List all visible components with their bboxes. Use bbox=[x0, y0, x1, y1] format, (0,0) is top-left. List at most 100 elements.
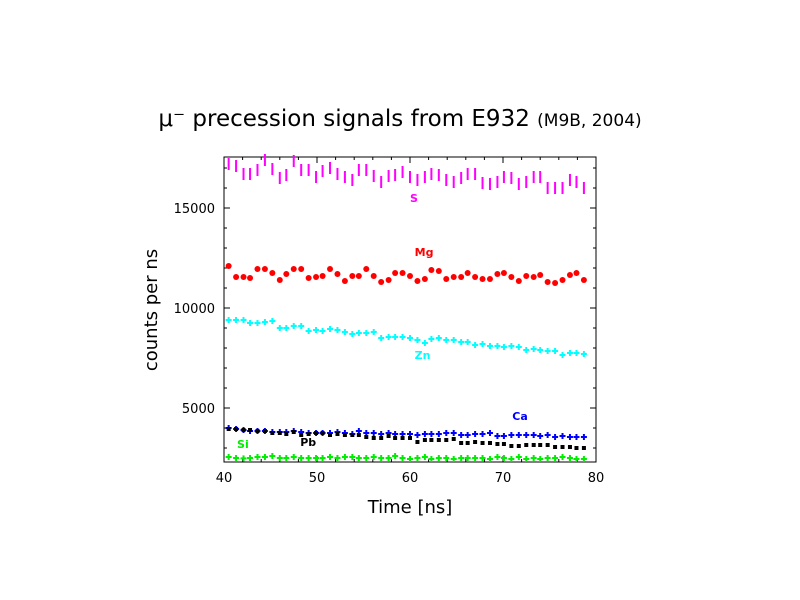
data-point bbox=[580, 277, 587, 283]
data-point bbox=[422, 438, 427, 442]
data-point bbox=[276, 277, 283, 283]
data-point bbox=[530, 455, 537, 461]
data-point bbox=[271, 163, 274, 175]
data-point bbox=[392, 270, 399, 276]
data-point bbox=[394, 169, 397, 181]
data-point bbox=[240, 317, 247, 323]
data-point bbox=[421, 276, 428, 282]
data-point bbox=[494, 271, 501, 277]
series-s bbox=[227, 154, 585, 194]
data-point bbox=[508, 456, 515, 462]
data-point bbox=[452, 176, 455, 188]
data-point bbox=[524, 443, 529, 447]
data-point bbox=[263, 154, 266, 166]
data-point bbox=[450, 430, 457, 436]
data-point bbox=[530, 432, 537, 438]
data-point bbox=[443, 430, 450, 436]
data-point bbox=[364, 435, 369, 439]
data-point bbox=[415, 440, 420, 444]
data-point bbox=[494, 454, 501, 460]
data-point bbox=[355, 330, 362, 336]
data-point bbox=[580, 351, 587, 357]
data-point bbox=[532, 171, 535, 183]
data-point bbox=[445, 174, 448, 186]
data-point bbox=[539, 171, 542, 183]
data-point bbox=[559, 454, 566, 460]
data-point bbox=[409, 171, 411, 183]
data-point bbox=[435, 431, 442, 437]
data-point bbox=[473, 440, 478, 444]
data-point bbox=[276, 325, 283, 331]
data-point bbox=[573, 434, 580, 440]
data-point bbox=[466, 168, 469, 180]
data-point bbox=[423, 171, 426, 183]
data-point bbox=[444, 438, 449, 442]
data-point bbox=[573, 270, 580, 276]
data-point bbox=[546, 182, 549, 194]
data-point bbox=[355, 273, 362, 279]
data-point bbox=[336, 168, 339, 180]
data-point bbox=[321, 165, 324, 177]
data-point bbox=[486, 430, 493, 436]
axis-ticks: 40 50 60 70 80 5000 10000 15000 bbox=[174, 157, 604, 486]
data-point bbox=[277, 431, 282, 435]
data-point bbox=[299, 433, 304, 437]
data-point bbox=[313, 455, 320, 461]
data-point bbox=[240, 455, 247, 462]
data-point bbox=[234, 427, 239, 431]
data-point bbox=[531, 443, 536, 447]
data-point bbox=[307, 164, 310, 176]
data-point bbox=[496, 176, 499, 188]
series-label-zn: Zn bbox=[415, 349, 431, 362]
data-point bbox=[378, 455, 385, 461]
data-point bbox=[241, 428, 246, 432]
data-point bbox=[283, 325, 290, 331]
data-point bbox=[278, 172, 281, 184]
data-point bbox=[566, 455, 573, 461]
data-point bbox=[233, 317, 240, 323]
data-point bbox=[298, 323, 305, 329]
data-point bbox=[486, 343, 493, 349]
chart-subtitle: (M9B, 2004) bbox=[537, 111, 642, 131]
data-point bbox=[500, 344, 507, 350]
data-point bbox=[450, 337, 457, 343]
data-point bbox=[392, 334, 399, 340]
data-point bbox=[523, 456, 530, 462]
data-point bbox=[335, 432, 340, 436]
data-point bbox=[515, 454, 522, 460]
data-point bbox=[285, 169, 288, 181]
data-point bbox=[378, 335, 385, 341]
data-point bbox=[510, 172, 513, 184]
data-point bbox=[523, 347, 530, 353]
data-point bbox=[552, 434, 559, 440]
data-point bbox=[566, 272, 573, 278]
data-point bbox=[494, 433, 501, 439]
data-point bbox=[515, 344, 522, 350]
data-point bbox=[386, 434, 391, 438]
data-point bbox=[517, 178, 520, 190]
data-point bbox=[334, 271, 341, 277]
data-point bbox=[544, 279, 551, 285]
data-point bbox=[225, 263, 232, 269]
data-point bbox=[501, 442, 506, 446]
data-point bbox=[464, 339, 471, 345]
data-point bbox=[248, 428, 253, 432]
data-point bbox=[357, 164, 360, 176]
data-point bbox=[459, 441, 464, 445]
data-point bbox=[414, 337, 421, 343]
data-point bbox=[254, 266, 261, 272]
series-label-pb: Pb bbox=[300, 436, 316, 449]
data-point bbox=[559, 433, 566, 439]
data-point bbox=[341, 329, 348, 335]
data-point bbox=[486, 456, 493, 462]
data-point bbox=[516, 444, 521, 448]
data-point bbox=[488, 178, 491, 190]
data-point bbox=[552, 280, 559, 286]
data-point bbox=[341, 454, 348, 460]
series-pb bbox=[226, 427, 586, 450]
data-point bbox=[249, 168, 252, 180]
x-tick-label: 60 bbox=[402, 471, 419, 486]
data-point bbox=[530, 346, 537, 352]
data-point bbox=[327, 454, 334, 460]
data-point bbox=[380, 176, 383, 188]
